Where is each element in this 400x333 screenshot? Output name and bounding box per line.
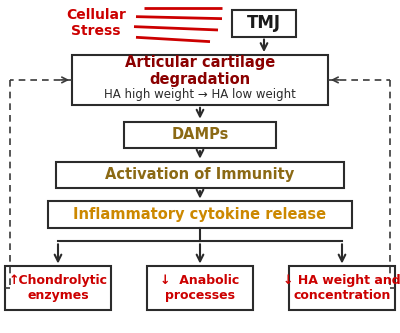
FancyBboxPatch shape — [232, 10, 296, 37]
Text: DAMPs: DAMPs — [171, 127, 229, 143]
FancyBboxPatch shape — [147, 266, 253, 310]
FancyBboxPatch shape — [72, 55, 328, 105]
Text: Activation of Immunity: Activation of Immunity — [105, 167, 295, 182]
Text: ↑Chondrolytic
enzymes: ↑Chondrolytic enzymes — [8, 274, 108, 302]
Text: HA high weight → HA low weight: HA high weight → HA low weight — [104, 88, 296, 101]
FancyBboxPatch shape — [48, 201, 352, 228]
FancyBboxPatch shape — [124, 122, 276, 148]
Text: Inflammatory cytokine release: Inflammatory cytokine release — [74, 207, 326, 222]
Text: Articular cartilage
degradation: Articular cartilage degradation — [125, 55, 275, 88]
Text: TMJ: TMJ — [247, 14, 281, 32]
FancyBboxPatch shape — [56, 162, 344, 188]
Text: ↓ HA weight and
concentration: ↓ HA weight and concentration — [283, 274, 400, 302]
FancyBboxPatch shape — [289, 266, 395, 310]
FancyBboxPatch shape — [5, 266, 111, 310]
Text: Cellular
Stress: Cellular Stress — [66, 8, 126, 38]
Text: ↓  Anabolic
processes: ↓ Anabolic processes — [160, 274, 240, 302]
